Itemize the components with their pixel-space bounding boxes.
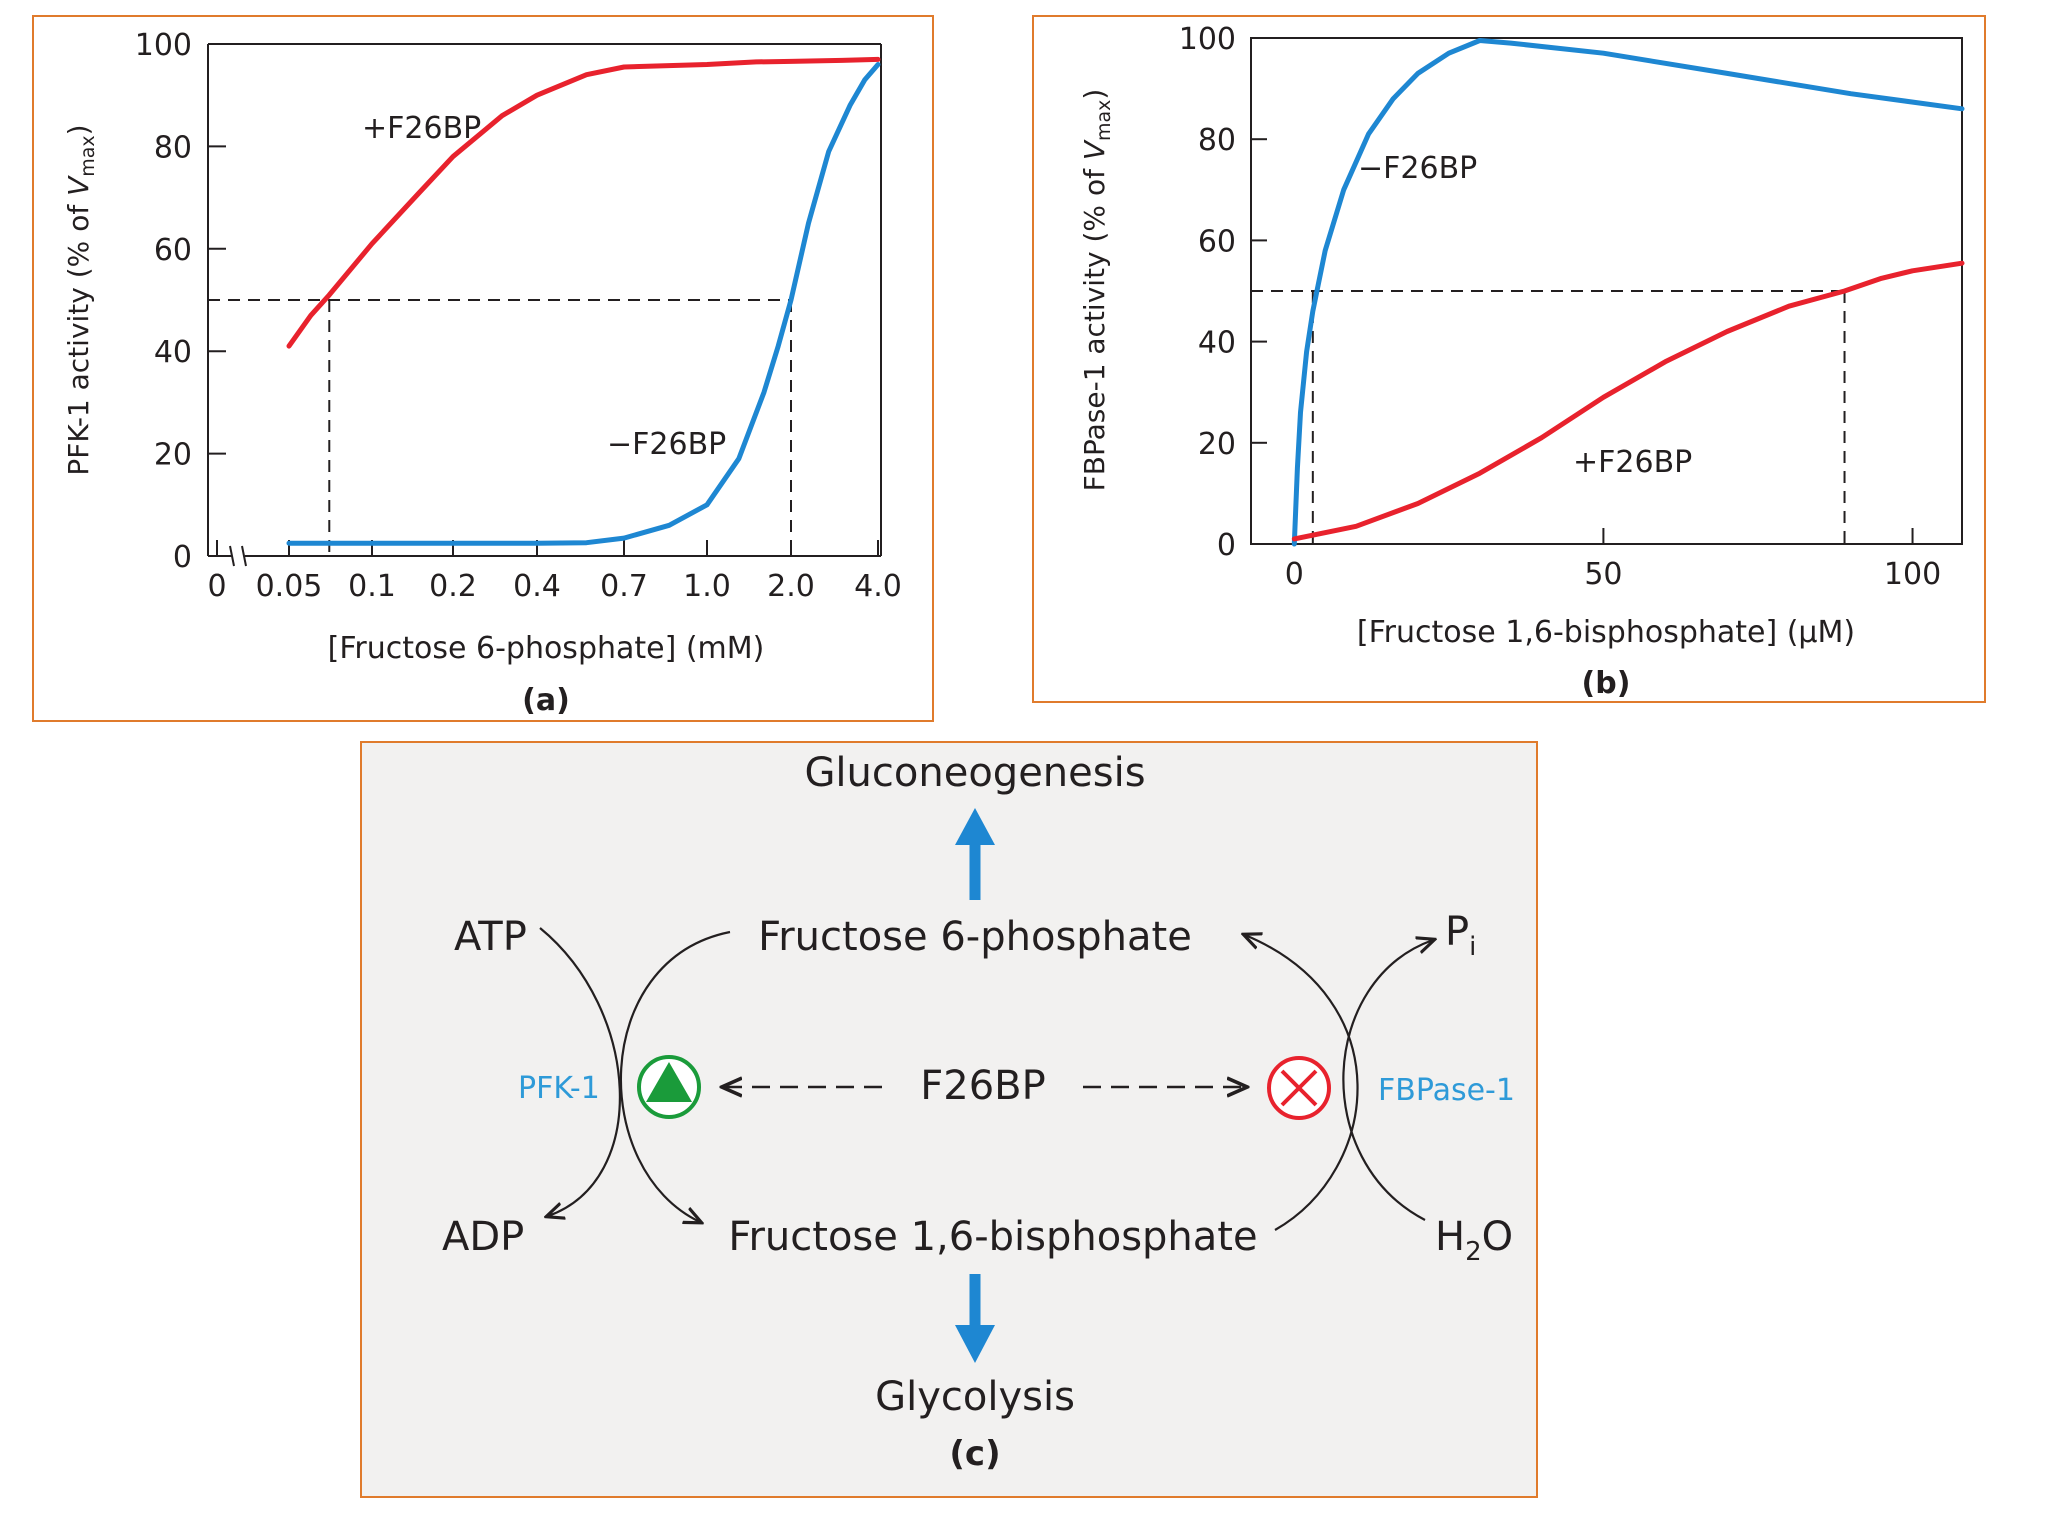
panel-b-x-tick-label: 50 [1584, 557, 1622, 592]
panel-a-x-tick-label: 0.05 [256, 569, 323, 604]
panel-b-series [1291, 38, 1965, 547]
atp-to-adp-arrow [539, 927, 621, 1216]
panel-a-x-tick-label: 2.0 [767, 569, 815, 604]
activation-triangle-icon [637, 1055, 701, 1119]
fbpase-1-label: FBPase-1 [1378, 1073, 1515, 1108]
panel-a-y-tick-label: 0 [173, 540, 192, 575]
panel-b: 0 20 40 60 80 100 0 50 100 −F26BP +F26BP [Fruct… [1032, 15, 1986, 703]
adp-label: ADP [442, 1214, 524, 1260]
panel-a-series [286, 56, 881, 546]
h2o-subscript: 2 [1465, 1237, 1482, 1267]
panel-b-series-line-plus-f26bp [1291, 260, 1965, 542]
glycolysis-label: Glycolysis [875, 1374, 1075, 1420]
h2o-h: H [1435, 1214, 1465, 1260]
panel-b-y-tick-label: 80 [1198, 123, 1236, 158]
h2o-to-pi-arrow [1342, 940, 1433, 1221]
pi-main: P [1445, 909, 1469, 955]
fructose-6-phosphate-label: Fructose 6-phosphate [758, 914, 1192, 960]
h2o-o: O [1482, 1214, 1513, 1260]
panel-a-y-tick-label: 60 [154, 233, 192, 268]
panel-a-axis-break-2 [241, 545, 247, 567]
panel-a-x-ticks: 0 0.05 0.1 0.2 0.4 0.7 1.0 2.0 4.0 [207, 540, 902, 604]
panel-b-ylabel-sub: max [1093, 100, 1115, 141]
panel-b-y-ticks: 0 20 40 60 80 100 [1179, 22, 1267, 563]
panel-a-y-tick-label: 80 [154, 130, 192, 165]
atp-label: ATP [454, 914, 527, 960]
panel-a-plus-f26bp-label: +F26BP [362, 111, 481, 146]
panel-b-x-tick-label: 0 [1285, 557, 1304, 592]
panel-a-y-tick-label: 100 [135, 28, 192, 63]
panel-b-ylabel-suffix: ) [1078, 89, 1111, 100]
glycolysis-arrow-head [955, 1325, 995, 1363]
panel-b-x-tick-label: 100 [1884, 557, 1941, 592]
panel-b-ylabel-v: V [1078, 139, 1111, 160]
panel-b-label: (b) [1582, 666, 1631, 701]
panel-a-x-tick-label: 0.7 [600, 569, 648, 604]
panel-a-ylabel-prefix: PFK-1 activity (% of [62, 196, 95, 476]
panel-c-label: (c) [949, 1434, 1000, 1474]
pi-subscript: i [1469, 932, 1476, 962]
panel-a-axis-break-1 [229, 545, 235, 567]
panel-b-y-tick-label: 60 [1198, 224, 1236, 259]
panel-a-ylabel-sub: max [77, 135, 99, 176]
panel-a-y-tick-label: 20 [154, 438, 192, 473]
panel-a-x-tick-label: 0.1 [348, 569, 396, 604]
panel-b-x-axis-title: [Fructose 1,6-bisphosphate] (μM) [1357, 615, 1855, 650]
panel-b-series-line-minus-f26bp [1291, 38, 1965, 547]
panel-a-x-tick-label: 0.4 [513, 569, 561, 604]
panel-a-series-line-plus-f26bp [286, 56, 881, 349]
h2o-label: H2O [1435, 1214, 1513, 1267]
panel-a-reference-lines [208, 299, 792, 556]
panel-a-ylabel-v: V [62, 175, 95, 196]
panel-a-x-tick-label: 0.2 [429, 569, 477, 604]
panel-a-y-axis-title: PFK-1 activity (% of Vmax) [62, 124, 99, 475]
gluconeogenesis-arrow-head [955, 808, 995, 845]
panel-b-y-tick-label: 40 [1198, 326, 1236, 361]
panel-a-x-tick-label: 0 [207, 569, 226, 604]
panel-a-x-tick-label: 4.0 [854, 569, 902, 604]
panel-b-plus-f26bp-label: +F26BP [1573, 445, 1692, 480]
panel-a-frame [32, 15, 934, 722]
pfk-1-label: PFK-1 [518, 1071, 600, 1106]
panel-a-x-tick-label: 1.0 [683, 569, 731, 604]
panel-a-x-axis-title: [Fructose 6-phosphate] (mM) [328, 631, 765, 666]
pi-label: Pi [1445, 909, 1476, 962]
gluconeogenesis-label: Gluconeogenesis [804, 750, 1145, 796]
f26bp-label: F26BP [920, 1063, 1045, 1109]
fructose-1-6-bisphosphate-label: Fructose 1,6-bisphosphate [728, 1214, 1257, 1260]
panel-b-minus-f26bp-label: −F26BP [1358, 151, 1477, 186]
f6p-to-f16bp-arrow [619, 930, 731, 1222]
panel-b-ylabel-prefix: FBPase-1 activity (% of [1078, 160, 1111, 491]
panel-b-y-tick-label: 20 [1198, 427, 1236, 462]
panel-b-y-axis-title: FBPase-1 activity (% of Vmax) [1078, 89, 1115, 492]
panel-a-y-tick-label: 40 [154, 335, 192, 370]
panel-a-series-line-minus-f26bp [286, 62, 881, 546]
inhibition-cross-icon [1267, 1056, 1331, 1120]
panel-c-diagram: Gluconeogenesis Fructose 6-phosphate F26… [360, 741, 1538, 1498]
panel-a-ylabel-suffix: ) [62, 124, 95, 135]
panel-b-x-ticks: 0 50 100 [1285, 528, 1941, 592]
panel-c-frame [360, 741, 1538, 1498]
panel-b-y-tick-label: 100 [1179, 22, 1236, 57]
f16bp-to-f6p-arrow [1245, 935, 1359, 1231]
panel-b-reference-lines [1251, 290, 1846, 544]
panel-a-label: (a) [522, 683, 570, 718]
panel-b-frame [1032, 15, 1986, 703]
panel-b-y-tick-label: 0 [1217, 528, 1236, 563]
panel-a-y-ticks: 0 20 40 60 80 100 [135, 28, 226, 575]
panel-a-minus-f26bp-label: −F26BP [607, 427, 726, 462]
